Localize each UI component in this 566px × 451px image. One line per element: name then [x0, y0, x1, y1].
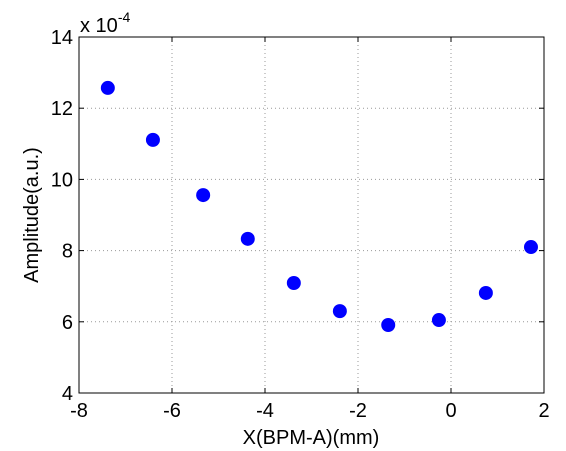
multiplier-exponent: -4: [118, 9, 131, 25]
point: [240, 231, 255, 246]
y-tick-label: 10: [51, 169, 73, 191]
x-tick-label: -8: [70, 400, 88, 422]
point: [381, 318, 396, 333]
x-tick-label: -6: [163, 400, 181, 422]
y-tick-label: 14: [51, 27, 73, 49]
y-axis-label: Amplitude(a.u.): [21, 147, 43, 283]
x-tick-label: -2: [349, 400, 367, 422]
point: [523, 240, 538, 255]
y-tick-label: 12: [51, 98, 73, 120]
point: [286, 275, 301, 290]
y-tick-label: 4: [62, 383, 73, 405]
point: [100, 80, 115, 95]
point: [431, 313, 446, 328]
x-tick-label: -4: [256, 400, 274, 422]
y-multiplier: x 10-4: [80, 9, 130, 37]
point: [332, 304, 347, 319]
multiplier-base: x 10: [80, 15, 118, 37]
point: [478, 285, 493, 300]
point: [196, 188, 211, 203]
x-tick-label: 2: [538, 400, 549, 422]
y-tick-label: 6: [62, 312, 73, 334]
x-tick-label: 0: [445, 400, 456, 422]
x-axis-label: X(BPM-A)(mm): [243, 427, 380, 449]
y-tick-label: 8: [62, 241, 73, 263]
point: [145, 132, 160, 147]
plot-frame: [78, 36, 545, 394]
